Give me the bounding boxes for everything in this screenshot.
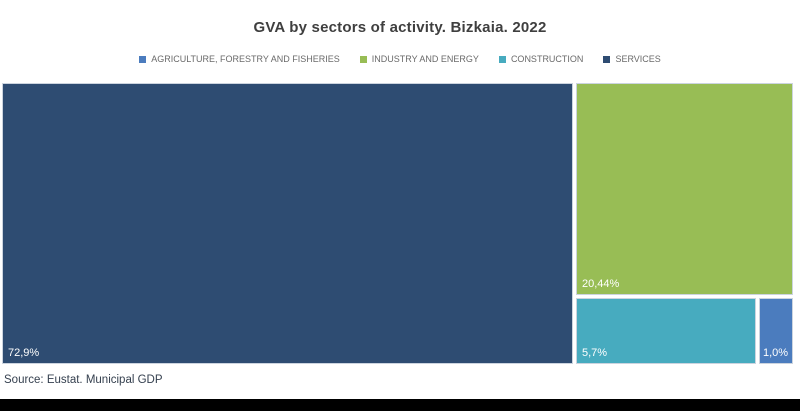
legend-label-construction: CONSTRUCTION	[510, 54, 584, 64]
chart-legend: AGRICULTURE, FORESTRY AND FISHERIES INDU…	[0, 54, 800, 64]
legend-item-agriculture[interactable]: AGRICULTURE, FORESTRY AND FISHERIES	[139, 54, 340, 64]
legend-item-industry[interactable]: INDUSTRY AND ENERGY	[359, 54, 479, 64]
treemap-tile-agriculture-value: 1,0%	[763, 347, 789, 359]
legend-swatch-construction-icon	[498, 55, 506, 63]
treemap-tile-services[interactable]: 72,9%	[2, 83, 573, 364]
legend-swatch-industry-icon	[359, 55, 367, 63]
bottom-bar	[0, 399, 800, 411]
legend-swatch-agriculture-icon	[139, 55, 147, 63]
source-note: Source: Eustat. Municipal GDP	[4, 374, 163, 386]
legend-item-services[interactable]: SERVICES	[603, 54, 661, 64]
treemap-tile-industry-value: 20,44%	[582, 278, 620, 290]
treemap-tile-industry-and-energy[interactable]: 20,44%	[576, 83, 793, 295]
legend-label-industry: INDUSTRY AND ENERGY	[371, 54, 479, 64]
legend-item-construction[interactable]: CONSTRUCTION	[498, 54, 584, 64]
treemap-tile-construction[interactable]: 5,7%	[576, 298, 756, 364]
legend-label-agriculture: AGRICULTURE, FORESTRY AND FISHERIES	[151, 54, 340, 64]
treemap-tile-agriculture[interactable]: 1,0%	[759, 298, 793, 364]
legend-swatch-services-icon	[603, 55, 611, 63]
treemap-plot-area: 72,9% 20,44% 5,7% 1,0%	[2, 83, 793, 364]
chart-title: GVA by sectors of activity. Bizkaia. 202…	[253, 19, 547, 36]
legend-label-services: SERVICES	[615, 54, 661, 64]
treemap-tile-services-value: 72,9%	[8, 347, 40, 359]
treemap-tile-construction-value: 5,7%	[582, 347, 608, 359]
